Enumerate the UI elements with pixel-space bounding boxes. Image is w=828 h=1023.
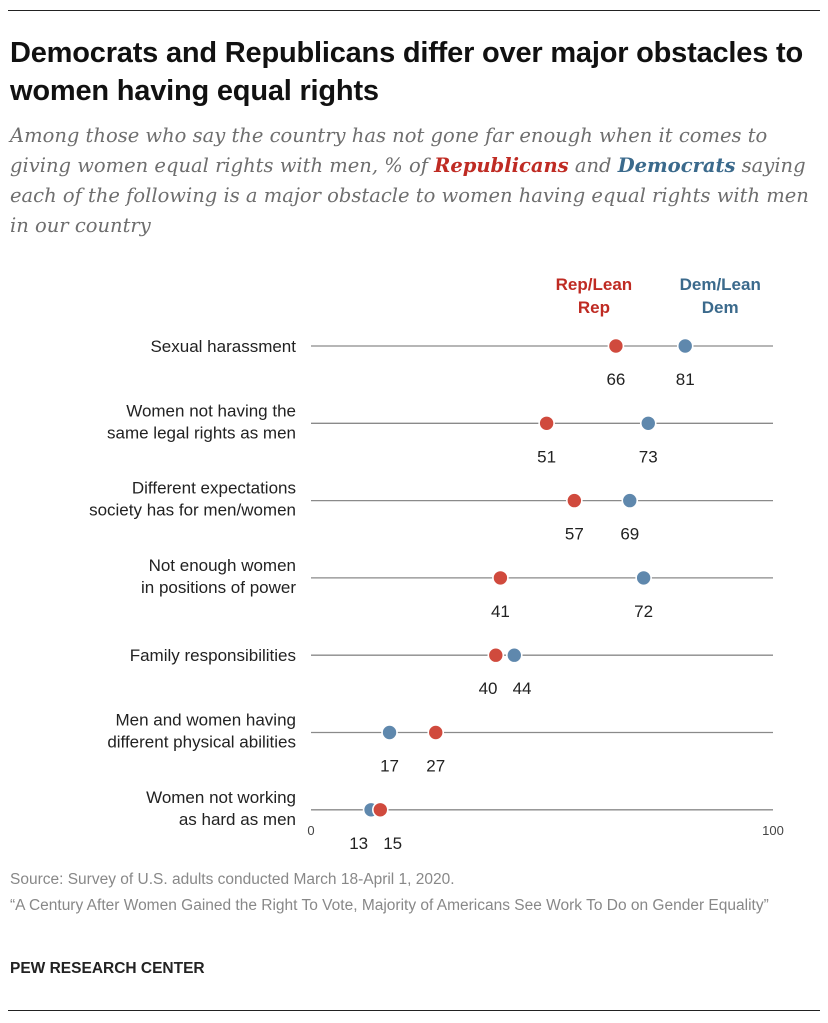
category-label: Men and women having	[115, 711, 296, 730]
dem-value-label: 81	[676, 370, 695, 389]
chart-title: Democrats and Republicans differ over ma…	[10, 37, 803, 107]
rep-value-label: 57	[565, 525, 584, 544]
dem-value-label: 69	[620, 525, 639, 544]
dem-dot	[639, 414, 657, 432]
subtitle-text-1: Among those who say the country has not …	[10, 124, 768, 177]
dem-value-label: 73	[639, 447, 658, 466]
rep-dot	[427, 724, 445, 741]
subtitle-text-3: saying each of the following is a major …	[10, 154, 809, 237]
category-label: society has for men/women	[89, 501, 296, 520]
dem-dot	[621, 492, 639, 509]
subtitle-text-2: and	[568, 154, 618, 177]
series-label-dem: Dem/Lean	[680, 275, 761, 294]
dem-value-label: 44	[513, 679, 532, 698]
rep-dot	[371, 801, 389, 819]
subtitle-republicans: Republicans	[434, 154, 569, 177]
rep-dot	[538, 414, 555, 432]
category-label: Women not having the	[126, 401, 296, 420]
series-label-rep: Rep/Lean	[556, 275, 633, 294]
axis-tick-max: 100	[762, 823, 784, 838]
dem-value-label: 17	[380, 757, 399, 776]
category-label: in positions of power	[141, 578, 296, 597]
rep-dot	[566, 492, 583, 509]
subtitle-democrats: Democrats	[617, 154, 736, 177]
rep-value-label: 51	[537, 447, 556, 466]
rep-value-label: 66	[606, 370, 625, 389]
dem-dot	[505, 646, 523, 664]
series-label-dem: Dem	[702, 298, 739, 317]
dem-dot	[381, 724, 398, 741]
dem-dot	[676, 337, 694, 355]
rep-value-label: 41	[491, 602, 510, 621]
category-label: as hard as men	[179, 810, 296, 829]
rep-value-label: 27	[426, 757, 445, 776]
category-label: same legal rights as men	[107, 423, 296, 442]
category-label: different physical abilities	[107, 733, 296, 752]
rep-value-label: 15	[383, 834, 402, 853]
chart-subtitle: Among those who say the country has not …	[10, 121, 820, 241]
axis-tick-min: 0	[307, 823, 314, 838]
dem-value-label: 72	[634, 602, 653, 621]
series-label-rep: Rep	[578, 298, 610, 317]
category-label: Family responsibilities	[130, 646, 296, 665]
report-title-note: “A Century After Women Gained the Right …	[10, 897, 769, 914]
bottom-rule	[8, 1010, 820, 1011]
category-label: Different expectations	[132, 479, 296, 498]
rep-value-label: 40	[479, 679, 498, 698]
dem-value-label: 13	[349, 834, 368, 853]
source-note: Source: Survey of U.S. adults conducted …	[10, 871, 455, 888]
dem-dot	[635, 569, 652, 587]
top-rule	[8, 10, 820, 11]
rep-dot	[492, 569, 509, 587]
category-label: Not enough women	[149, 556, 296, 575]
rep-dot	[487, 646, 505, 664]
category-label: Women not working	[146, 788, 296, 807]
pew-logo-text: PEW RESEARCH CENTER	[10, 960, 205, 977]
rep-dot	[607, 337, 625, 355]
category-label: Sexual harassment	[150, 337, 296, 356]
